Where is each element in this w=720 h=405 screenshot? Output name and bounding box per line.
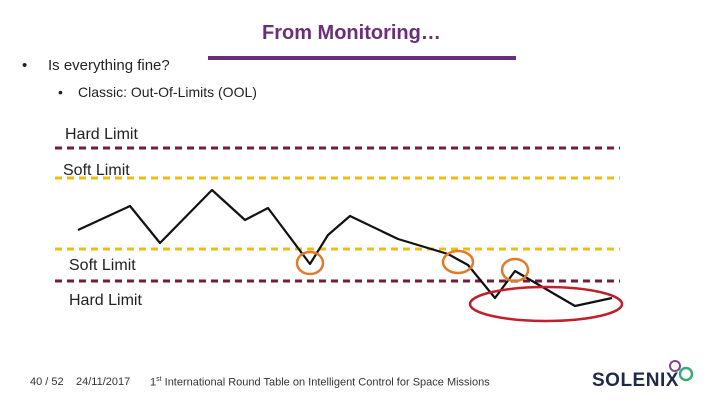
hard-violation-ellipse xyxy=(468,285,624,323)
bullet-marker: • xyxy=(58,84,63,100)
footer-date: 24/11/2017 xyxy=(76,376,131,388)
hard-upper-limit-label: Hard Limit xyxy=(65,126,138,143)
bullet-level-2: • Classic: Out-Of-Limits (OOL) xyxy=(58,84,257,100)
bullet-marker: • xyxy=(22,57,28,74)
event-superscript: st xyxy=(156,376,162,383)
title-underline xyxy=(208,56,516,60)
event-prefix: 1 xyxy=(150,376,157,389)
bullet-level-1: • Is everything fine? xyxy=(22,57,170,74)
hard-lower-limit-label: Hard Limit xyxy=(69,292,142,309)
page-number: 40 / 52 xyxy=(30,376,64,388)
event-text: International Round Table on Intelligent… xyxy=(161,376,490,389)
bullet-text: Is everything fine? xyxy=(48,57,170,74)
soft-upper-limit-label: Soft Limit xyxy=(63,162,130,179)
signal-line xyxy=(77,188,613,308)
soft-lower-limit-label: Soft Limit xyxy=(69,257,136,274)
soft-violation-circle xyxy=(441,249,475,275)
soft-violation-circle xyxy=(295,250,325,276)
footer-event: 1st International Round Table on Intelli… xyxy=(150,376,490,389)
solenix-logo-icon xyxy=(669,360,694,382)
bullet-text: Classic: Out-Of-Limits (OOL) xyxy=(78,84,257,100)
slide-title: From Monitoring… xyxy=(262,22,441,44)
soft-violation-circle xyxy=(500,257,530,283)
solenix-logo-text: SOLENIX xyxy=(592,370,679,391)
